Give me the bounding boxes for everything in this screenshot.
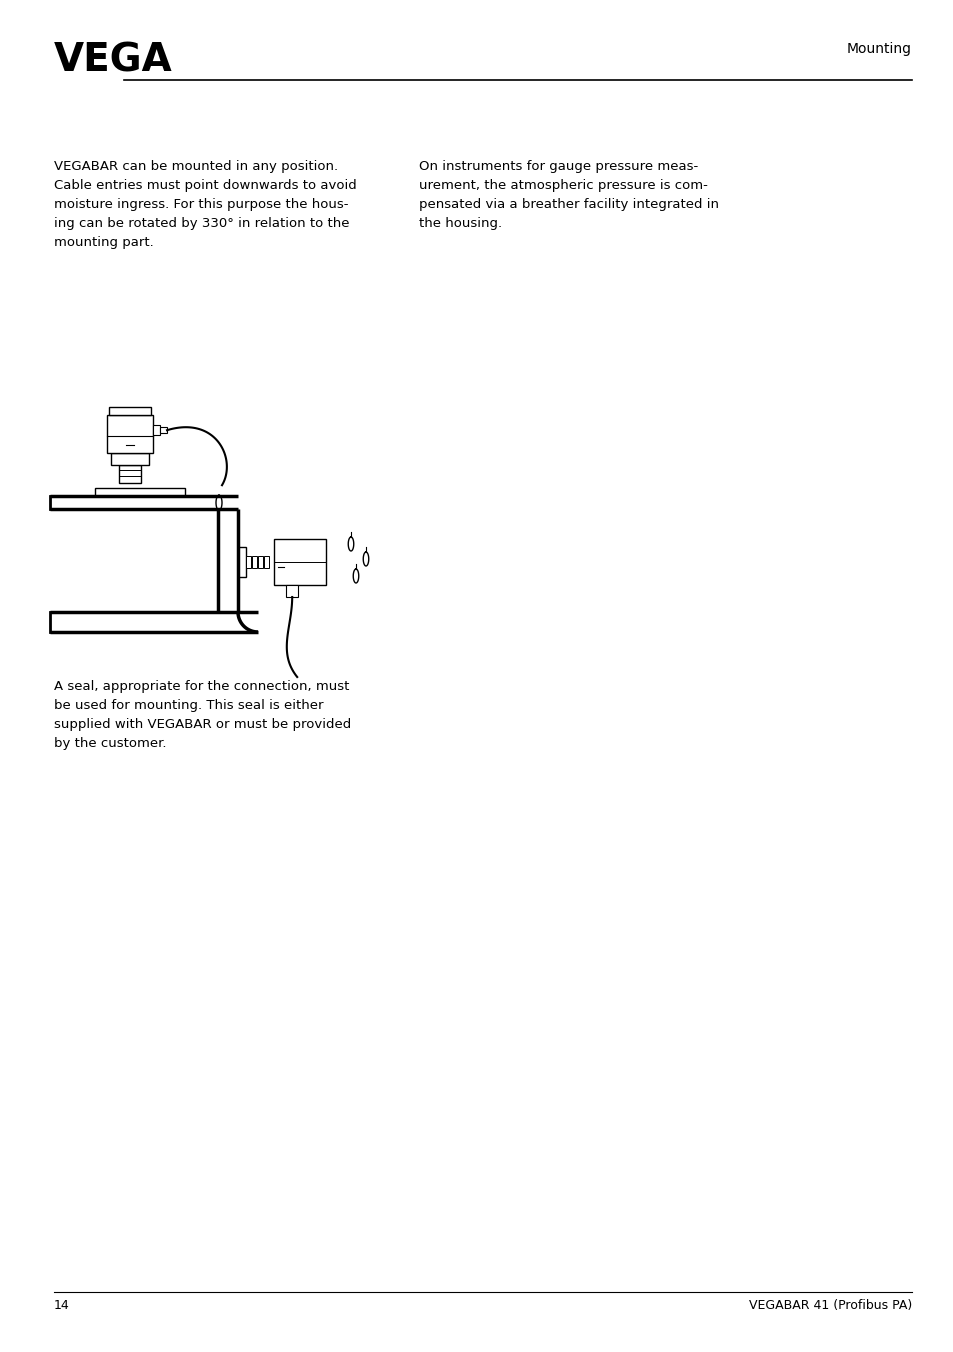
- Bar: [160, 427, 167, 433]
- Text: VEGA: VEGA: [54, 42, 172, 80]
- Bar: [109, 407, 151, 415]
- Bar: [111, 453, 149, 465]
- Text: VEGABAR 41 (Profibus PA): VEGABAR 41 (Profibus PA): [748, 1299, 911, 1311]
- Bar: [119, 465, 141, 483]
- Bar: [95, 488, 185, 496]
- Bar: [274, 539, 326, 585]
- Bar: [252, 556, 256, 568]
- Bar: [286, 585, 298, 598]
- Bar: [264, 556, 269, 568]
- Bar: [237, 548, 246, 577]
- Bar: [152, 425, 160, 435]
- Text: Mounting: Mounting: [846, 42, 911, 55]
- Text: A seal, appropriate for the connection, must
be used for mounting. This seal is : A seal, appropriate for the connection, …: [54, 680, 351, 750]
- Text: VEGABAR can be mounted in any position.
Cable entries must point downwards to av: VEGABAR can be mounted in any position. …: [54, 160, 356, 249]
- Bar: [257, 556, 263, 568]
- Bar: [107, 415, 152, 453]
- Text: 14: 14: [54, 1299, 70, 1311]
- Bar: [246, 556, 251, 568]
- Text: On instruments for gauge pressure meas-
urement, the atmospheric pressure is com: On instruments for gauge pressure meas- …: [418, 160, 719, 230]
